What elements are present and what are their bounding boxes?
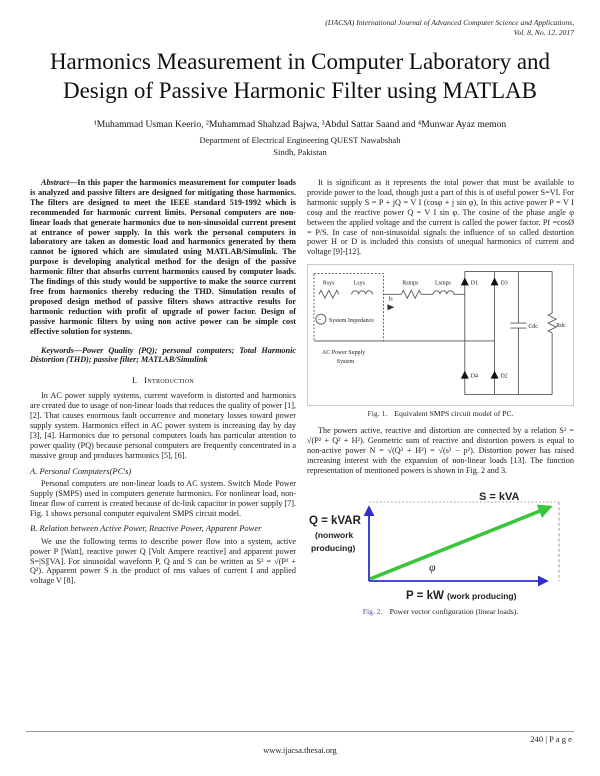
keywords-paragraph: Keywords—Power Quality (PQ); personal co… [30, 345, 296, 365]
footer-divider [26, 731, 574, 732]
intro-paragraph: In AC power supply systems, current wave… [30, 391, 296, 460]
cdc-label: Cdc [528, 324, 538, 330]
affiliation-department: Department of Electrical Engineering QUE… [199, 135, 401, 145]
lsys-inductor-icon [351, 290, 373, 295]
diode-d3-icon [490, 277, 499, 286]
abstract-paragraph: Abstract—In this paper the harmonics mea… [30, 178, 296, 337]
ac-source-icon [315, 313, 327, 325]
abstract-label: Abstract [41, 178, 70, 187]
q-nonwork-label-1: (nonwork [315, 530, 354, 540]
affiliation-location: Sindh, Pakistan [273, 147, 327, 157]
subsection-b-paragraph: We use the following terms to describe p… [30, 536, 296, 586]
phi-angle-symbol: φ [429, 560, 436, 574]
diode-d4-icon [460, 370, 469, 379]
lsys-label: Lsys [354, 281, 366, 287]
footer-journal-url: www.ijacsa.thesai.org [263, 746, 337, 755]
s-kva-label: S = kVA [479, 491, 520, 503]
section-number: I. [132, 375, 138, 386]
diode-d2-label: D2 [501, 374, 508, 380]
figure-2-caption: Fig. 2. Power vector configuration (linea… [307, 607, 574, 616]
diode-d3-label: D3 [501, 281, 508, 287]
figure-1-smps-circuit: Rsys Lsys ~ System Impedance AC Power Su… [307, 264, 574, 407]
right-paragraph-1: It is significant as it represents the t… [307, 178, 574, 257]
footer-page-number: 240 | P a g e [530, 734, 572, 744]
rsys-resistor-icon [318, 289, 340, 300]
left-column: Abstract—In this paper the harmonics mea… [30, 178, 296, 591]
subsection-b-heading: B. Relation between Active Power, Reacti… [30, 523, 262, 534]
journal-header: (IJACSA) International Journal of Advanc… [325, 18, 574, 37]
right-column: It is significant as it represents the t… [307, 178, 574, 624]
rsmps-label: Rsmps [402, 281, 419, 287]
figure-1-number: Fig. 1. [367, 409, 388, 419]
figure-1-caption-text: Equivalent SMPS circuit model of PC. [394, 409, 514, 419]
diode-d1-icon [460, 277, 469, 286]
figure-2-caption-text: Power vector configuration (linear loads… [389, 606, 519, 616]
journal-volume: Vol. 8, No. 12, 2017 [513, 27, 574, 37]
p-kw-sub: (work producing) [447, 591, 517, 601]
diode-d4-label: D4 [471, 374, 478, 380]
rdc-label: Rdc [556, 323, 566, 329]
ac-source-tilde: ~ [318, 318, 322, 324]
diode-d2-icon [490, 370, 499, 379]
power-vector-diagram: S = kVA Q = kVAR (nonwork producing) φ P… [309, 491, 560, 602]
authors: ¹Muhammad Usman Keerio, ²Muhammad Shahza… [93, 119, 507, 130]
rsmps-resistor-icon [400, 289, 422, 300]
lsmps-inductor-icon [432, 290, 455, 295]
ac-power-supply-label-2: System [337, 359, 355, 365]
section-heading-introduction: I. Introduction [30, 375, 296, 385]
ac-power-supply-label-1: AC Power Supply [322, 350, 365, 356]
is-current-arrow-icon [387, 304, 395, 311]
system-impedance-label: System Impedance [329, 318, 374, 324]
subsection-a-heading: A. Personal Computers(PC's) [30, 465, 132, 476]
figure-2-power-vector: S = kVA Q = kVAR (nonwork producing) φ P… [307, 489, 574, 605]
subsection-a-paragraph: Personal computers are non-linear loads … [30, 478, 296, 518]
apparent-power-vector [369, 504, 553, 581]
title-line-2: Design of Passive Harmonic Filter using … [62, 77, 537, 103]
lsmps-label: Lsmps [435, 281, 452, 287]
figure-1-caption: Fig. 1. Equivalent SMPS circuit model of … [307, 409, 574, 418]
p-kw-main: P = kW [406, 590, 447, 602]
q-nonwork-label-2: producing) [311, 543, 356, 553]
right-paragraph-2: The powers active, reactive and distorti… [307, 426, 574, 475]
abstract-text: —In this paper the harmonics measurement… [30, 178, 296, 336]
title-line-1: Harmonics Measurement in Computer Labora… [49, 49, 551, 74]
figure-2-number: Fig. 2. [362, 606, 383, 616]
q-kvar-label: Q = kVAR [309, 515, 362, 527]
p-kw-label: P = kW (work producing) [406, 590, 517, 602]
page-title: Harmonics Measurement in Computer Labora… [0, 48, 600, 105]
smps-circuit-diagram: Rsys Lsys ~ System Impedance AC Power Su… [313, 271, 566, 396]
rdc-resistor-icon [547, 313, 558, 334]
is-current-label: Is [388, 297, 393, 303]
rsys-label: Rsys [323, 281, 335, 287]
diode-d1-label: D1 [471, 281, 478, 287]
journal-name: (IJACSA) International Journal of Advanc… [325, 18, 574, 27]
section-title: Introduction [144, 375, 194, 386]
